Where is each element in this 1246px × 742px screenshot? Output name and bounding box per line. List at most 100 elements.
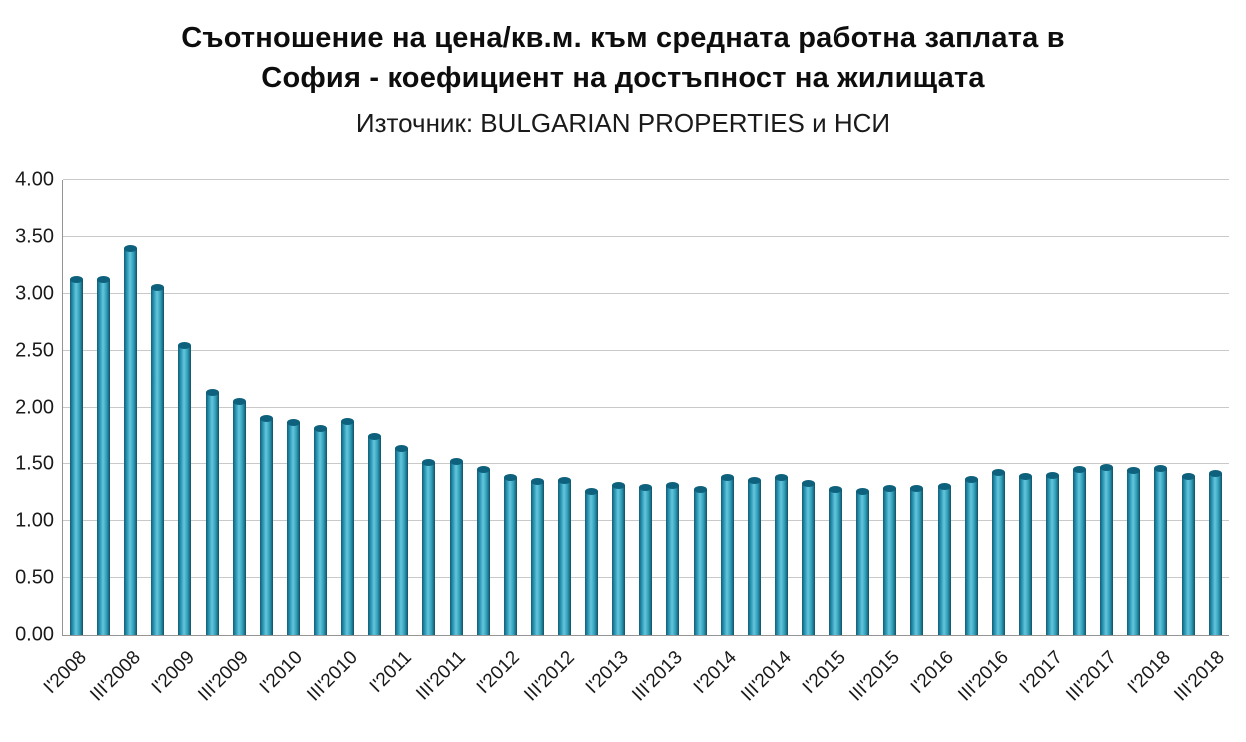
y-tick-label: 2.50 — [15, 339, 54, 362]
y-tick-label: 3.50 — [15, 225, 54, 248]
bar-slot — [578, 180, 605, 635]
bar-slot — [632, 180, 659, 635]
bar-slot — [171, 180, 198, 635]
bar-slot — [931, 180, 958, 635]
bar — [1045, 471, 1059, 635]
x-tick-label: III'2013 — [628, 647, 687, 706]
x-tick-label: III'2016 — [953, 647, 1013, 706]
bar-slot — [958, 180, 985, 635]
x-tick-label: I'2012 — [473, 647, 525, 699]
y-tick-label: 2.00 — [15, 396, 54, 418]
bar — [341, 418, 355, 635]
x-tick-label: I'2013 — [581, 647, 633, 699]
bar-slot — [849, 180, 876, 635]
x-tick-label: III'2018 — [1170, 647, 1230, 706]
bar — [1018, 472, 1032, 635]
bar-slot — [1012, 180, 1039, 635]
x-axis: I'2008 III'2008 I'2009 III'2009 I'2010 III'20… — [39, 637, 1230, 737]
bar-slot — [361, 180, 388, 635]
x-tick-label: III'2009 — [194, 647, 254, 706]
bar — [422, 459, 436, 635]
bar — [1181, 472, 1195, 635]
bar — [259, 414, 273, 635]
x-tick-label: I'2008 — [39, 647, 91, 699]
chart-title-line2: София - коефициент на достъпност на жили… — [261, 62, 985, 94]
bar — [856, 487, 870, 635]
bar-slot — [280, 180, 307, 635]
x-tick-label: I'2009 — [147, 647, 199, 699]
bar — [1154, 464, 1168, 635]
bar — [558, 477, 572, 635]
bar — [1208, 470, 1222, 635]
bar-slot — [1066, 180, 1093, 635]
bar-slot — [443, 180, 470, 635]
x-tick-label: I'2010 — [256, 647, 308, 699]
y-tick-label: 0.50 — [15, 566, 54, 589]
x-tick-label: III'2008 — [86, 647, 145, 706]
bar-slot — [470, 180, 497, 635]
bar — [585, 487, 599, 635]
bar-slot — [90, 180, 117, 635]
bar-slot — [876, 180, 903, 635]
bar — [70, 275, 84, 635]
bar-slot — [524, 180, 551, 635]
bar — [368, 432, 382, 635]
x-tick-label: I'2016 — [907, 647, 959, 699]
x-tick-label: III'2017 — [1062, 647, 1121, 706]
bar-slot — [497, 180, 524, 635]
gridline — [63, 292, 1229, 294]
y-tick-label: 1.50 — [15, 452, 54, 475]
gridline — [63, 406, 1229, 408]
y-tick-label: 4.00 — [15, 168, 54, 191]
bar — [937, 483, 951, 635]
bar — [991, 469, 1005, 635]
bar-slot — [199, 180, 226, 635]
gridline — [63, 349, 1229, 351]
bar-slot — [741, 180, 768, 635]
bar-slot — [985, 180, 1012, 635]
chart-subtitle: Източник: BULGARIAN PROPERTIES и НСИ — [355, 108, 891, 138]
bar — [178, 341, 192, 635]
x-tick-label: I'2011 — [365, 647, 416, 698]
bar-slot — [253, 180, 280, 635]
bar-slot — [1120, 180, 1147, 635]
bar — [693, 486, 707, 635]
bar-slot — [687, 180, 714, 635]
bar — [395, 445, 409, 635]
bar-slot — [63, 180, 90, 635]
bar — [124, 245, 138, 635]
bar — [774, 473, 788, 635]
bar — [151, 283, 165, 635]
bar — [910, 485, 924, 635]
bar-slot — [388, 180, 415, 635]
bar-slot — [605, 180, 632, 635]
y-tick-label: 0.00 — [15, 623, 54, 646]
bar-slot — [714, 180, 741, 635]
bar — [883, 485, 897, 635]
bar — [639, 484, 653, 635]
x-tick-label: III'2010 — [303, 647, 362, 706]
bars — [63, 180, 1229, 635]
y-axis: 0.00 0.50 1.00 1.50 2.00 2.50 3.00 3.50 4.00 — [0, 169, 54, 646]
x-tick-label: III'2015 — [845, 647, 904, 706]
x-tick-label: III'2014 — [736, 647, 796, 706]
bar — [1127, 467, 1141, 635]
bar — [449, 457, 463, 635]
bar-slot — [1202, 180, 1229, 635]
gridline — [63, 463, 1229, 465]
bar — [205, 388, 219, 635]
bar-slot — [1174, 180, 1201, 635]
bar — [530, 478, 544, 635]
bar — [964, 476, 978, 635]
bar-slot — [822, 180, 849, 635]
bar-slot — [551, 180, 578, 635]
bar — [747, 477, 761, 635]
bar-slot — [1039, 180, 1066, 635]
bar — [97, 275, 111, 635]
x-tick-label: I'2018 — [1124, 647, 1176, 699]
bar — [1100, 463, 1114, 635]
bar-slot — [226, 180, 253, 635]
bar — [720, 473, 734, 635]
y-tick-label: 3.00 — [15, 282, 54, 305]
